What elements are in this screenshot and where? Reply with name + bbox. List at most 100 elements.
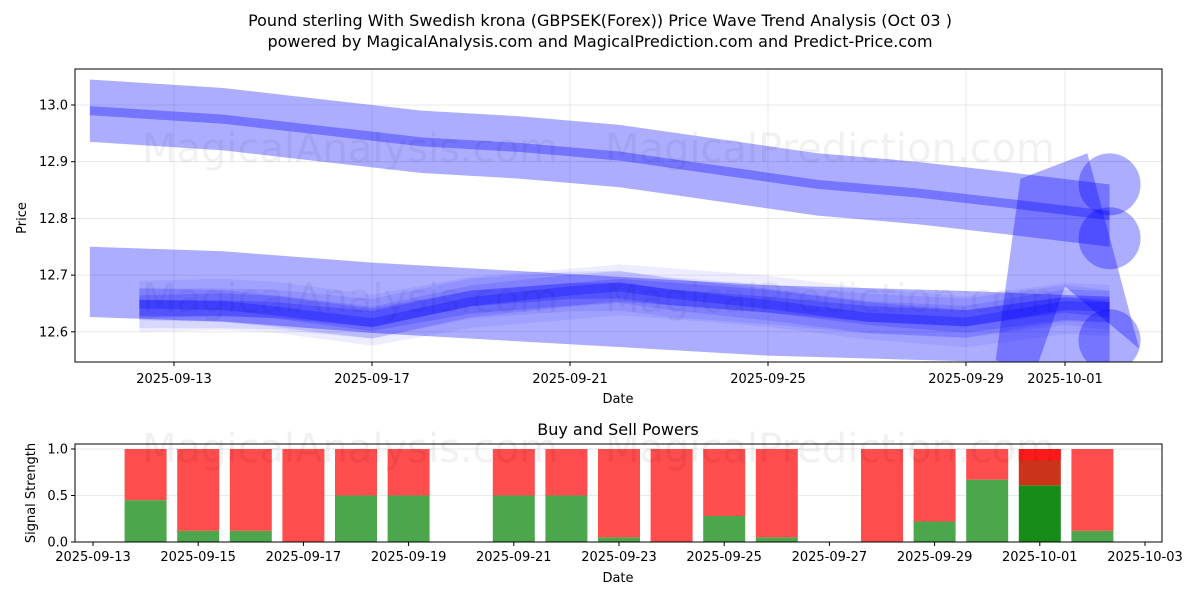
price-ytick-label: 12.8	[39, 212, 68, 227]
signal-xtick-label: 2025-10-01	[1002, 550, 1078, 565]
buy-bar	[335, 495, 377, 542]
buy-bar	[1018, 485, 1061, 542]
sell-bar	[755, 449, 798, 538]
signal-xtick-label: 2025-09-25	[686, 550, 762, 565]
buy-bar	[492, 495, 535, 542]
price-xtick-label: 2025-09-25	[730, 372, 806, 387]
bar-group-2025-09-21	[492, 449, 535, 542]
price-ytick-label: 12.6	[39, 325, 68, 340]
sell-bar	[124, 449, 167, 501]
signal-ticks: 0.0 0.5 1.0 2025-09-13 2025-09-15 2025-09-17 2…	[47, 443, 1182, 566]
price-ytick-label: 13.0	[39, 99, 68, 114]
bar-group-2025-09-24	[650, 449, 693, 542]
price-ytick-label: 12.7	[39, 269, 68, 284]
bar-group-2025-09-23	[598, 449, 640, 542]
price-axes-frame	[74, 68, 1163, 363]
watermark-2: MagicalPrediction.com	[605, 126, 1055, 172]
signal-bars	[124, 449, 1114, 542]
lower-outer-band	[89, 246, 1110, 362]
bar-group-2025-09-17	[282, 449, 325, 542]
price-xtick-label: 2025-09-13	[136, 372, 212, 387]
lower-wave-layer	[139, 282, 1110, 327]
buy-bar	[913, 521, 956, 542]
watermark-5: MagicalAnalysis.com	[142, 426, 558, 472]
price-y-axis-label: Price	[15, 202, 30, 234]
upper-band-cap-2	[1078, 207, 1141, 270]
bar-group-2025-09-22	[545, 449, 588, 542]
sell-bar	[335, 449, 377, 496]
sell-bar	[1071, 449, 1114, 531]
buy-bar	[177, 530, 220, 542]
sell-bar	[913, 449, 956, 522]
watermark-1: MagicalAnalysis.com	[142, 126, 558, 172]
signal-xtick-label: 2025-09-19	[371, 550, 447, 565]
price-x-axis-label: Date	[602, 392, 633, 407]
price-grid	[75, 69, 1162, 362]
signal-chart: Buy and Sell Powers MagicalAnalysis.com …	[24, 420, 1183, 586]
price-chart: MagicalAnalysis.com MagicalPrediction.co…	[15, 68, 1163, 407]
price-ytick-label: 12.9	[39, 155, 68, 170]
signal-xtick-label: 2025-10-03	[1107, 550, 1183, 565]
buy-bar	[966, 479, 1009, 542]
sell-bar	[545, 449, 588, 496]
chart-subtitle: powered by MagicalAnalysis.com and Magic…	[267, 32, 932, 51]
bar-group-2025-09-29	[913, 449, 956, 542]
forecast-wedge	[995, 153, 1140, 362]
signal-chart-title: Buy and Sell Powers	[537, 420, 699, 439]
buy-bar	[1071, 530, 1114, 542]
bar-group-2025-10-02	[1071, 449, 1114, 542]
price-xtick-label: 2025-09-21	[532, 372, 608, 387]
price-xtick-label: 2025-10-01	[1027, 372, 1103, 387]
signal-xtick-label: 2025-09-21	[476, 550, 552, 565]
bar-group-2025-09-19	[387, 449, 430, 542]
bar-group-2025-10-01	[1018, 449, 1061, 542]
signal-ytick-label: 0.0	[47, 536, 68, 551]
signal-xtick-label: 2025-09-17	[266, 550, 342, 565]
bar-group-2025-09-25	[703, 449, 746, 542]
buy-bar	[387, 495, 430, 542]
watermark-6: MagicalPrediction.com	[605, 426, 1055, 472]
signal-x-axis-label: Date	[602, 571, 633, 586]
lower-wave-layer	[139, 271, 1110, 339]
sell-bar	[492, 449, 535, 496]
sell-bar	[650, 449, 693, 542]
bar-group-2025-09-16	[229, 449, 272, 542]
buy-bar	[703, 515, 746, 542]
signal-y-axis-label: Signal Strength	[24, 443, 39, 543]
watermark-3: MagicalAnalysis.com	[142, 276, 558, 322]
lower-wave-layer	[139, 264, 1110, 348]
signal-xtick-label: 2025-09-13	[55, 550, 131, 565]
bar-group-2025-09-14	[124, 449, 167, 542]
sell-bar	[282, 449, 325, 542]
price-bands	[89, 79, 1141, 362]
bar-group-2025-09-26	[755, 449, 798, 542]
buy-bar	[598, 537, 640, 542]
chart-title: Pound sterling With Swedish krona (GBPSE…	[248, 11, 952, 30]
sell-bar	[966, 449, 1009, 480]
upper-center-line	[89, 106, 1110, 221]
sell-bar	[703, 449, 746, 516]
signal-xtick-label: 2025-09-27	[792, 550, 868, 565]
bar-group-2025-09-30	[966, 449, 1009, 542]
signal-ytick-label: 0.5	[47, 489, 68, 504]
sell-bar	[177, 449, 220, 531]
watermark-4: MagicalPrediction.com	[605, 276, 1055, 322]
bar-group-2025-09-15	[177, 449, 220, 542]
price-ticks: 12.6 12.7 12.8 12.9 13.0 2025-09-13 2025-09-17…	[39, 99, 1103, 388]
lower-wave-layer	[139, 278, 1110, 333]
price-xtick-label: 2025-09-17	[334, 372, 410, 387]
bar-group-2025-09-28	[861, 449, 903, 542]
sell-bar-top	[1018, 449, 1061, 461]
upper-band-cap	[1078, 153, 1141, 216]
sell-bar	[387, 449, 430, 496]
signal-xtick-label: 2025-09-23	[581, 550, 657, 565]
buy-bar	[755, 537, 798, 542]
lower-wave-layer	[139, 270, 1110, 339]
sell-bar	[861, 449, 903, 542]
price-xtick-label: 2025-09-29	[928, 372, 1004, 387]
signal-xtick-label: 2025-09-15	[160, 550, 236, 565]
buy-bar	[545, 495, 588, 542]
upper-band	[89, 79, 1110, 247]
signal-ytick-label: 1.0	[47, 443, 68, 458]
